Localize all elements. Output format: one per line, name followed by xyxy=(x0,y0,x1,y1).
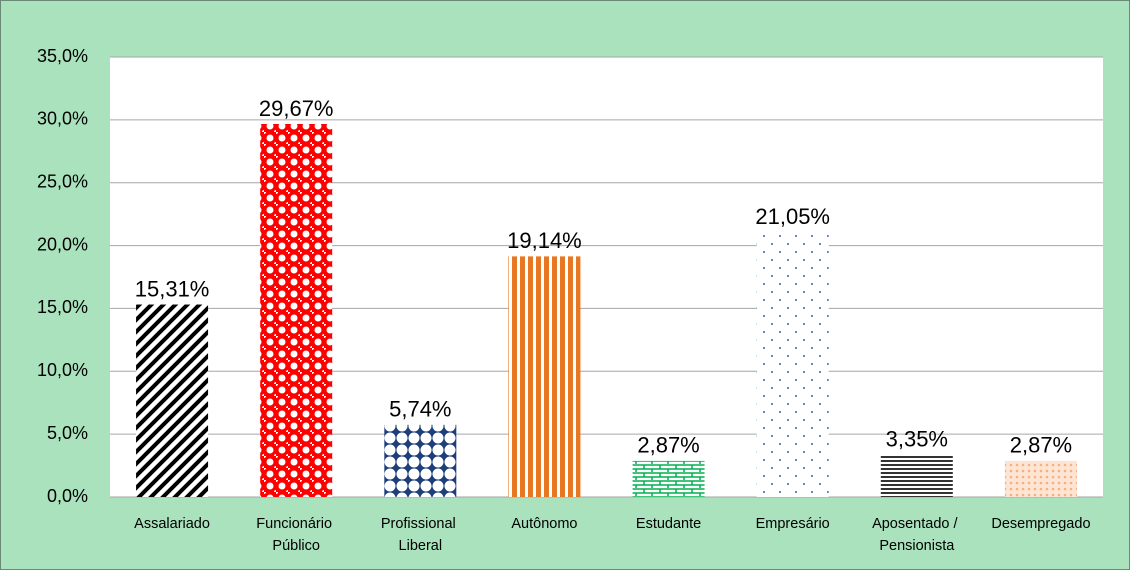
value-label: 15,31% xyxy=(135,276,210,301)
y-tick-label: 25,0% xyxy=(37,171,88,191)
value-label: 21,05% xyxy=(755,204,830,229)
x-tick-label: Desempregado xyxy=(991,516,1090,532)
plot-area xyxy=(110,57,1103,497)
y-tick-label: 10,0% xyxy=(37,360,88,380)
x-tick-label: Assalariado xyxy=(134,516,210,532)
value-label: 3,35% xyxy=(886,427,948,452)
bar xyxy=(136,304,209,497)
value-label: 5,74% xyxy=(389,397,451,422)
y-tick-label: 0,0% xyxy=(47,486,88,506)
value-label: 19,14% xyxy=(507,228,582,253)
bar xyxy=(384,424,457,497)
bar xyxy=(508,256,581,497)
y-tick-label: 15,0% xyxy=(37,297,88,317)
y-tick-label: 30,0% xyxy=(37,109,88,129)
bar xyxy=(260,124,333,498)
y-tick-label: 5,0% xyxy=(47,423,88,443)
value-label: 29,67% xyxy=(259,96,334,121)
x-tick-label: Funcionário Público xyxy=(256,516,336,554)
bar xyxy=(756,232,829,497)
bar xyxy=(880,454,953,497)
value-label: 2,87% xyxy=(637,433,699,458)
x-tick-label: Estudante xyxy=(636,516,701,532)
x-tick-label: Aposentado / Pensionista xyxy=(872,516,962,554)
x-tick-label: Autônomo xyxy=(511,516,577,532)
x-tick-label: Empresário xyxy=(756,516,830,532)
value-label: 2,87% xyxy=(1010,433,1072,458)
bar xyxy=(1004,460,1077,497)
bar xyxy=(632,460,705,497)
x-tick-label: Profissional Liberal xyxy=(381,516,460,554)
y-tick-label: 35,0% xyxy=(37,46,88,66)
y-tick-label: 20,0% xyxy=(37,234,88,254)
